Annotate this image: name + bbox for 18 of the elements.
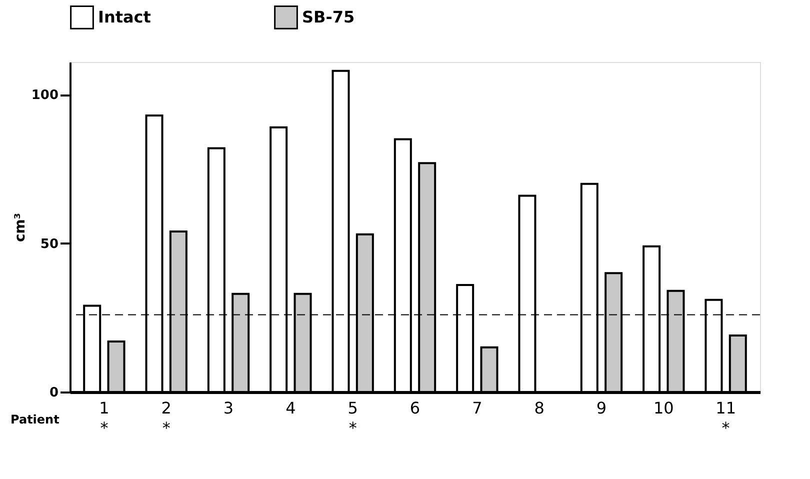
x-tick-label: 6 [410,398,420,418]
legend-label: SB-75 [302,7,355,26]
x-tick-label: 11 * [716,398,736,438]
x-axis-title: Patient [10,412,60,426]
y-tick-label: 0 [49,386,58,400]
x-tick-label: 1 * [99,398,110,438]
x-tick-label: 5 * [348,398,358,438]
x-tick-label: 2 * [161,398,172,438]
y-axis-title: cm³ [12,212,28,242]
x-tick-label: 7 [472,398,482,418]
x-tick-label: 4 [286,398,296,418]
y-tick-label: 100 [31,88,58,104]
x-tick-label: 8 [534,398,544,418]
x-tick-label: 3 [223,398,234,418]
x-tick-label: 9 [596,398,607,418]
y-tick-label: 50 [40,236,58,252]
x-tick-label: 10 [653,398,674,418]
legend-label: Intact [98,7,152,26]
